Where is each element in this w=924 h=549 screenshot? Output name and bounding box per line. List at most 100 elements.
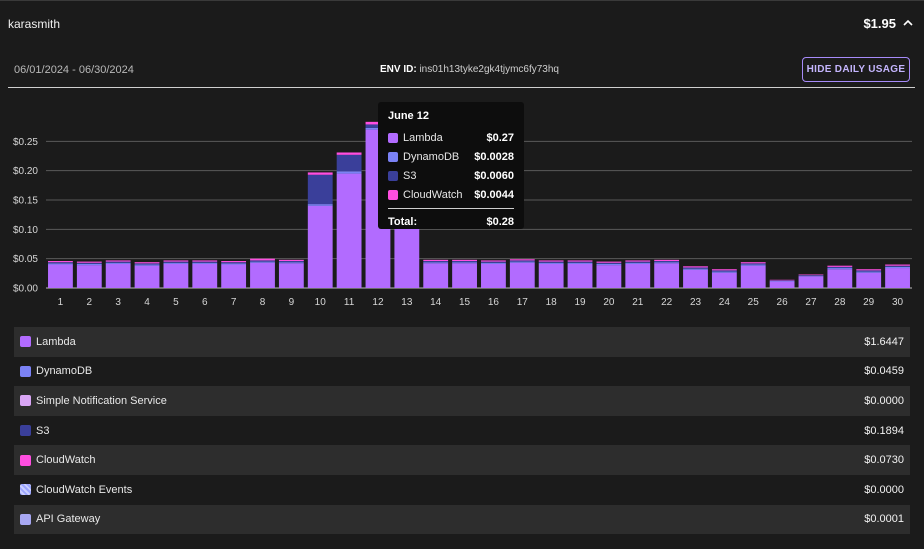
x-tick-label: 19 xyxy=(574,297,586,308)
tooltip-series-value: $0.27 xyxy=(486,131,514,144)
usage-subheader: 06/01/2024 - 06/30/2024 ENV ID: ins01h13… xyxy=(0,56,924,86)
legend-service-cost: $0.0730 xyxy=(864,454,904,467)
bar-segment-lambda xyxy=(856,272,882,288)
x-tick-label: 16 xyxy=(488,297,500,308)
bar-segment-s3 xyxy=(856,270,882,272)
bar-segment-lambda xyxy=(192,263,218,288)
bar-segment-s3 xyxy=(192,261,218,263)
bar-segment-cloudwatch xyxy=(365,121,391,125)
bar-segment-dynamodb xyxy=(885,266,910,269)
x-tick-label: 15 xyxy=(459,297,471,308)
bar-segment-cloudwatch xyxy=(278,259,304,262)
legend-service-name: Simple Notification Service xyxy=(36,394,167,407)
tooltip-row: CloudWatch $0.0044 xyxy=(388,185,514,204)
x-tick-label: 2 xyxy=(87,297,93,308)
y-tick-label: $0.00 xyxy=(13,284,38,295)
x-tick-label: 25 xyxy=(748,297,760,308)
legend-swatch xyxy=(20,336,31,348)
bar-segment-cloudwatch xyxy=(452,259,477,262)
bar-segment-s3 xyxy=(452,261,477,263)
legend-swatch xyxy=(20,484,31,496)
bar-segment-s3 xyxy=(365,124,391,128)
bar-segment-cloudwatch xyxy=(163,260,189,262)
bar-segment-cloudwatch xyxy=(625,260,651,262)
bar-segment-lambda xyxy=(885,268,910,288)
x-tick-label: 12 xyxy=(372,297,384,308)
legend-service-name: API Gateway xyxy=(36,513,101,526)
bar-segment-dynamodb xyxy=(163,262,189,264)
tooltip-series-value: $0.0060 xyxy=(474,169,514,182)
bar-segment-lambda xyxy=(596,265,622,288)
bar-segment-cloudwatch xyxy=(856,269,882,271)
legend-swatch xyxy=(20,365,31,377)
bar-segment-dynamodb xyxy=(509,261,535,263)
legend-row[interactable]: Lambda $1.6447 xyxy=(14,327,910,357)
bar-segment-dynamodb xyxy=(683,268,708,270)
x-tick-label: 26 xyxy=(777,297,789,308)
bar-segment-s3 xyxy=(538,261,564,263)
y-tick-label: $0.10 xyxy=(13,225,38,236)
bar-segment-lambda xyxy=(452,263,477,288)
bar-segment-cloudwatch xyxy=(885,264,910,266)
x-tick-label: 5 xyxy=(173,297,179,308)
x-tick-label: 30 xyxy=(892,297,904,308)
bar-segment-s3 xyxy=(567,261,593,263)
x-tick-label: 6 xyxy=(202,297,208,308)
tooltip-total-label: Total: xyxy=(388,215,418,228)
bar-segment-lambda xyxy=(307,205,333,288)
tooltip-total: Total: $0.28 xyxy=(388,212,514,231)
legend-row[interactable]: Simple Notification Service $0.0000 xyxy=(14,386,910,416)
legend-service-name: DynamoDB xyxy=(36,365,93,378)
account-header[interactable]: karasmith $1.95 xyxy=(0,0,924,48)
account-username: karasmith xyxy=(8,17,61,31)
bar-segment-cloudwatch xyxy=(509,259,535,261)
bar-segment-s3 xyxy=(654,261,680,263)
legend-service-name: CloudWatch xyxy=(36,454,96,467)
bar-segment-lambda xyxy=(105,263,131,288)
x-tick-label: 3 xyxy=(115,297,121,308)
bar-segment-cloudwatch xyxy=(221,261,247,263)
tooltip-total-value: $0.28 xyxy=(486,215,514,228)
legend-row[interactable]: DynamoDB $0.0459 xyxy=(14,357,910,387)
bar-segment-cloudwatch xyxy=(481,260,506,262)
legend-service-cost: $0.0459 xyxy=(864,365,904,378)
x-tick-label: 20 xyxy=(603,297,615,308)
env-id-value: ins01h13tyke2gk4tjymc6fy73hq xyxy=(419,64,559,75)
bar-segment-lambda xyxy=(625,263,651,288)
bar-segment-s3 xyxy=(827,266,853,269)
legend-row[interactable]: S3 $0.1894 xyxy=(14,416,910,446)
x-tick-label: 21 xyxy=(632,297,644,308)
tooltip-row: Lambda $0.27 xyxy=(388,128,514,147)
y-tick-label: $0.25 xyxy=(13,137,38,148)
bar-segment-cloudwatch xyxy=(423,259,449,262)
bar-segment-cloudwatch xyxy=(769,279,795,281)
bar-segment-cloudwatch xyxy=(48,261,73,263)
legend-service-name: CloudWatch Events xyxy=(36,483,133,496)
bar-segment-cloudwatch xyxy=(798,274,824,276)
bar-segment-s3 xyxy=(76,262,102,264)
bar-segment-cloudwatch xyxy=(105,260,131,262)
legend-service-cost: $0.0000 xyxy=(864,394,904,407)
chevron-up-icon[interactable] xyxy=(902,17,914,29)
bar-segment-lambda xyxy=(509,262,535,288)
legend-service-cost: $0.0001 xyxy=(864,513,904,526)
x-tick-label: 1 xyxy=(58,297,64,308)
hide-daily-usage-button[interactable]: HIDE DAILY USAGE xyxy=(802,57,910,82)
legend-row[interactable]: CloudWatch Events $0.0000 xyxy=(14,475,910,505)
bar-segment-cloudwatch xyxy=(567,260,593,262)
tooltip-swatch xyxy=(388,189,398,200)
tooltip-series-name: Lambda xyxy=(403,131,443,144)
x-tick-label: 10 xyxy=(315,297,327,308)
bar-segment-lambda xyxy=(798,276,824,288)
bar-segment-cloudwatch xyxy=(76,261,102,263)
bar-segment-cloudwatch xyxy=(250,258,275,261)
legend-row[interactable]: API Gateway $0.0001 xyxy=(14,504,910,535)
bar-segment-dynamodb xyxy=(740,264,766,266)
legend-row[interactable]: CloudWatch $0.0730 xyxy=(14,445,910,475)
bar-segment-lambda xyxy=(711,272,737,288)
bar-segment-dynamodb xyxy=(134,264,160,266)
x-tick-label: 4 xyxy=(144,297,150,308)
tooltip-series-value: $0.0044 xyxy=(474,188,514,201)
bar-segment-dynamodb xyxy=(481,262,506,264)
chart-tooltip: June 12 Lambda $0.27 DynamoDB $0.0028 S3 $0.0… xyxy=(378,102,524,229)
